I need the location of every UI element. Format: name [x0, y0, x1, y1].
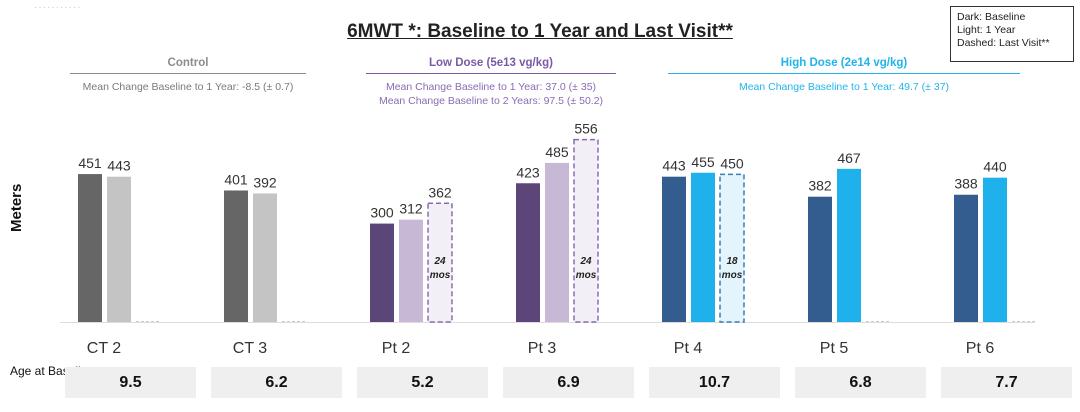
bar-1-year-pt2: [399, 219, 423, 322]
group-note-low-dose-1yr: Mean Change Baseline to 1 Year: 37.0 (± …: [385, 81, 597, 93]
bar-last-visit-pt3: [573, 138, 599, 323]
age-value-pt3: 6.9: [503, 367, 634, 398]
bar-1-year-pt3: [545, 162, 569, 322]
data-label-1-year-ct2: 443: [107, 158, 131, 174]
data-label-baseline-pt2: 300: [370, 205, 394, 221]
data-label-baseline-ct2: 451: [78, 155, 102, 171]
data-label-last-visit-pt3: 556: [574, 121, 598, 137]
group-name-high-dose: High Dose (2e14 vg/kg): [780, 57, 908, 69]
bar-1-year-pt5: [837, 168, 861, 322]
age-value-pt5: 6.8: [795, 367, 926, 398]
legend-item-last-visit: Dashed: Last Visit**: [957, 37, 1050, 49]
data-label-1-year-pt4: 455: [691, 154, 715, 170]
group-note-control: Mean Change Baseline to 1 Year: -8.5 (± …: [82, 81, 294, 93]
data-label-1-year-pt2: 312: [399, 201, 423, 217]
age-value-ct2: 9.5: [65, 367, 196, 398]
annotation-unit-pt2: mos: [430, 270, 451, 281]
bar-baseline-ct2: [78, 174, 102, 322]
age-value-pt2: 5.2: [357, 367, 488, 398]
bar-last-visit-pt2: [427, 202, 453, 323]
data-label-baseline-pt6: 388: [954, 176, 978, 192]
data-label-last-visit-pt2: 362: [428, 184, 452, 200]
x-tick-label-ct3: CT 3: [233, 340, 267, 357]
data-label-baseline-pt4: 443: [662, 158, 686, 174]
age-value-pt6: 7.7: [941, 367, 1072, 398]
bar-1-year-ct3: [253, 193, 277, 322]
annotation-duration-pt2: 24: [433, 256, 446, 267]
group-note-high-dose: Mean Change Baseline to 1 Year: 49.7 (± …: [738, 81, 950, 93]
legend-item-1-year: Light: 1 Year: [957, 24, 1016, 36]
bar-baseline-pt2: [370, 223, 394, 322]
x-tick-label-pt2: Pt 2: [382, 340, 411, 357]
data-label-baseline-pt3: 423: [516, 164, 540, 180]
data-label-1-year-ct3: 392: [253, 174, 277, 190]
annotation-unit-pt3: mos: [576, 270, 597, 281]
data-label-1-year-pt5: 467: [837, 150, 861, 166]
age-value-pt4: 10.7: [649, 367, 780, 398]
bar-baseline-pt5: [808, 196, 832, 322]
bar-1-year-pt6: [983, 177, 1007, 322]
data-label-1-year-pt3: 485: [545, 144, 569, 160]
bar-1-year-pt4: [691, 172, 715, 322]
bar-baseline-ct3: [224, 190, 248, 322]
annotation-duration-pt4: 18: [726, 256, 738, 267]
x-tick-label-pt5: Pt 5: [820, 340, 849, 357]
chart-title: 6MWT *: Baseline to 1 Year and Last Visi…: [347, 21, 733, 42]
x-tick-label-pt3: Pt 3: [528, 340, 557, 357]
group-divider-low-dose: [366, 73, 616, 74]
group-name-control: Control: [167, 57, 209, 69]
x-tick-label-pt4: Pt 4: [674, 340, 703, 357]
bar-last-visit-pt4: [719, 173, 745, 323]
x-tick-label-ct2: CT 2: [87, 340, 121, 357]
annotation-unit-pt4: mos: [722, 270, 743, 281]
bar-baseline-pt6: [954, 194, 978, 322]
data-label-baseline-pt5: 382: [808, 178, 832, 194]
x-tick-label-pt6: Pt 6: [966, 340, 995, 357]
annotation-duration-pt3: 24: [579, 256, 592, 267]
bar-1-year-ct2: [107, 176, 131, 322]
group-name-low-dose: Low Dose (5e13 vg/kg): [429, 57, 553, 69]
group-note-low-dose-2yr: Mean Change Baseline to 2 Years: 97.5 (±…: [378, 95, 604, 107]
legend-item-baseline: Dark: Baseline: [957, 11, 1026, 23]
data-label-1-year-pt6: 440: [983, 159, 1007, 175]
group-divider-high-dose: [668, 73, 1020, 74]
data-label-last-visit-pt4: 450: [720, 155, 744, 171]
data-label-baseline-ct3: 401: [224, 171, 248, 187]
group-divider-control: [70, 73, 306, 74]
age-value-ct3: 6.2: [211, 367, 342, 398]
legend: Dark: Baseline Light: 1 Year Dashed: Las…: [950, 6, 1074, 62]
bar-baseline-pt4: [662, 176, 686, 322]
bar-baseline-pt3: [516, 183, 540, 322]
decorative-dots: ···········: [34, 2, 82, 13]
